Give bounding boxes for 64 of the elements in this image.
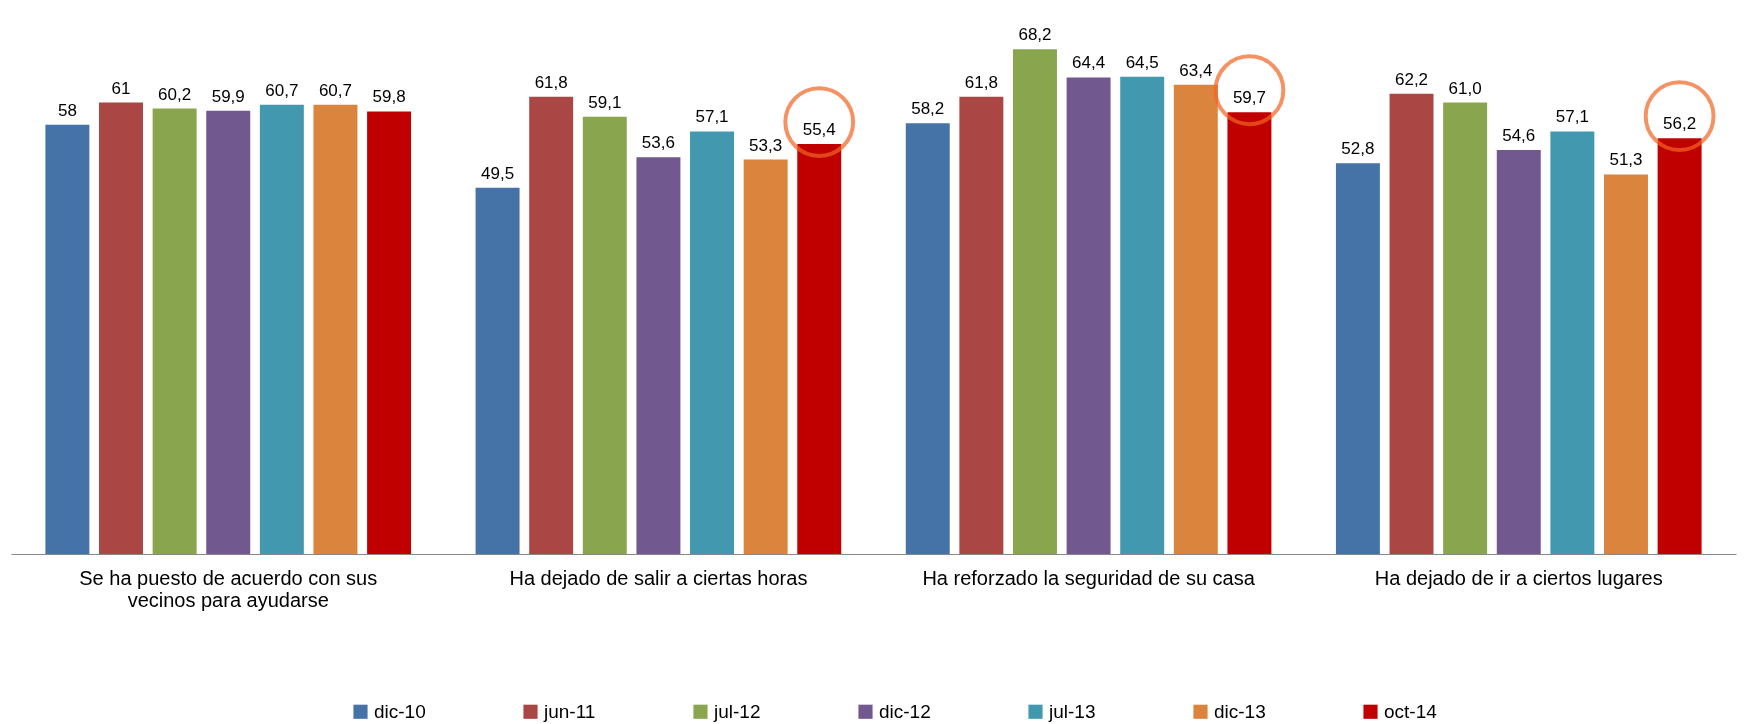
data-label: 52,8 bbox=[1341, 139, 1375, 159]
data-label: 68,2 bbox=[1018, 25, 1052, 45]
bar bbox=[1496, 149, 1541, 554]
data-label: 61,8 bbox=[964, 72, 998, 92]
bar bbox=[367, 111, 412, 554]
data-label: 60,2 bbox=[158, 84, 192, 104]
bar bbox=[1389, 93, 1434, 554]
data-label: 64,5 bbox=[1125, 52, 1159, 72]
data-label: 59,7 bbox=[1232, 88, 1266, 108]
legend-label: oct-14 bbox=[1384, 700, 1438, 722]
bar bbox=[475, 187, 520, 554]
bar bbox=[959, 96, 1004, 554]
legend-label: jul-13 bbox=[1048, 700, 1096, 722]
bar bbox=[313, 104, 358, 554]
data-label: 57,1 bbox=[1555, 107, 1589, 127]
data-label: 59,9 bbox=[211, 86, 245, 106]
bar bbox=[152, 108, 197, 554]
bar bbox=[690, 131, 735, 554]
data-label: 60,7 bbox=[318, 80, 353, 100]
bar bbox=[1120, 76, 1165, 554]
data-label: 59,1 bbox=[588, 92, 622, 112]
data-label: 62,2 bbox=[1394, 69, 1429, 89]
bar bbox=[636, 157, 681, 554]
data-label: 61,8 bbox=[534, 72, 568, 92]
legend-label: dic-13 bbox=[1214, 700, 1266, 722]
legend-label: dic-10 bbox=[374, 700, 426, 722]
bar bbox=[1335, 163, 1380, 554]
data-label: 61 bbox=[111, 78, 131, 98]
legend-label: jul-12 bbox=[713, 700, 761, 722]
data-label: 53,3 bbox=[749, 135, 783, 155]
bar bbox=[1066, 77, 1111, 554]
bar bbox=[529, 96, 574, 554]
bar bbox=[1550, 131, 1595, 554]
data-label: 55,4 bbox=[802, 120, 836, 140]
bar bbox=[1443, 102, 1488, 554]
data-label: 59,8 bbox=[372, 87, 406, 107]
data-label: 56,2 bbox=[1663, 114, 1697, 134]
data-label: 57,1 bbox=[695, 107, 729, 127]
data-label: 60,7 bbox=[265, 80, 299, 100]
data-label: 63,4 bbox=[1179, 60, 1213, 80]
data-label: 64,4 bbox=[1072, 53, 1106, 73]
bar bbox=[259, 104, 304, 554]
bar bbox=[1173, 84, 1218, 554]
data-label: 58 bbox=[57, 100, 77, 120]
legend-label: dic-12 bbox=[879, 700, 931, 722]
legend-label: jun-11 bbox=[543, 700, 596, 722]
data-label: 61,0 bbox=[1448, 78, 1482, 98]
x-tick-label: Ha reforzado la seguridad de su casa bbox=[922, 566, 1256, 589]
bar bbox=[905, 123, 950, 554]
bar bbox=[1012, 49, 1057, 554]
bar bbox=[99, 102, 143, 554]
bar bbox=[582, 116, 627, 554]
data-label: 58,2 bbox=[911, 99, 945, 119]
bar bbox=[45, 124, 90, 554]
data-label: 49,5 bbox=[481, 163, 515, 183]
x-tick-label: Ha dejado de ir a ciertos lugares bbox=[1374, 566, 1663, 589]
data-label: 53,6 bbox=[641, 133, 675, 153]
x-tick-label: Ha dejado de salir a ciertas horas bbox=[509, 566, 808, 589]
bar bbox=[206, 110, 251, 554]
bar bbox=[1604, 174, 1648, 554]
data-label: 51,3 bbox=[1609, 150, 1643, 170]
x-tick-label: Se ha puesto de acuerdo con sus vecinos para ayudarse bbox=[79, 566, 378, 611]
bar bbox=[743, 159, 788, 554]
data-label: 54,6 bbox=[1502, 125, 1536, 145]
